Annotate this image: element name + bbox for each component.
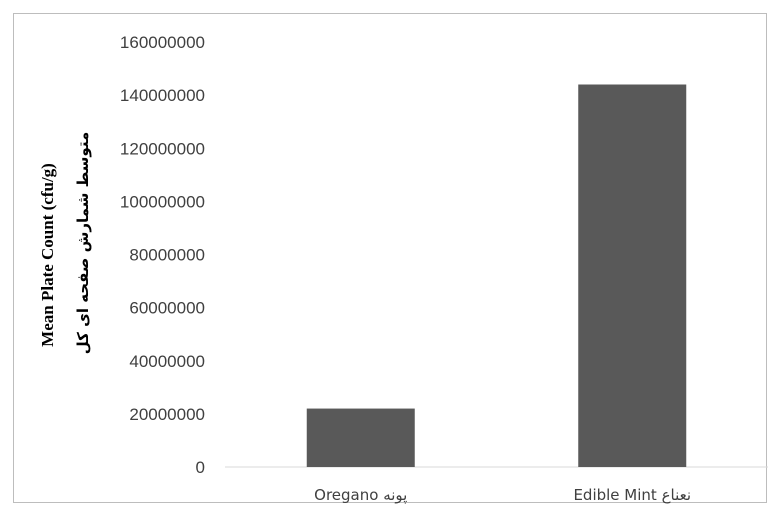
- y-tick-label: 120000000: [120, 139, 205, 158]
- y-tick-label: 140000000: [120, 86, 205, 105]
- x-category-label: Edible Mint نعناع: [573, 486, 691, 504]
- bar: [306, 408, 415, 467]
- bar: [578, 84, 687, 467]
- y-tick-label: 60000000: [129, 299, 205, 318]
- y-tick-label: 100000000: [120, 192, 205, 211]
- y-tick-label: 20000000: [129, 405, 205, 424]
- bars: [306, 84, 687, 467]
- y-tick-label: 80000000: [129, 246, 205, 265]
- y-axis-ticks: 0 20000000 40000000 60000000 80000000 1000000…: [120, 33, 205, 477]
- y-tick-label: 0: [196, 458, 205, 477]
- y-axis-title-persian: متوسط شمارش صفحه ای کل: [74, 132, 92, 355]
- x-category-label: Oregano پونه: [314, 486, 407, 505]
- y-tick-label: 160000000: [120, 33, 205, 52]
- y-axis-title: Mean Plate Count (cfu/g) متوسط شمارش صفح…: [38, 132, 92, 355]
- y-tick-label: 40000000: [129, 352, 205, 371]
- x-axis-categories: Oregano پونه Edible Mint نعناع: [314, 486, 691, 505]
- y-axis-title-english: Mean Plate Count (cfu/g): [38, 163, 57, 347]
